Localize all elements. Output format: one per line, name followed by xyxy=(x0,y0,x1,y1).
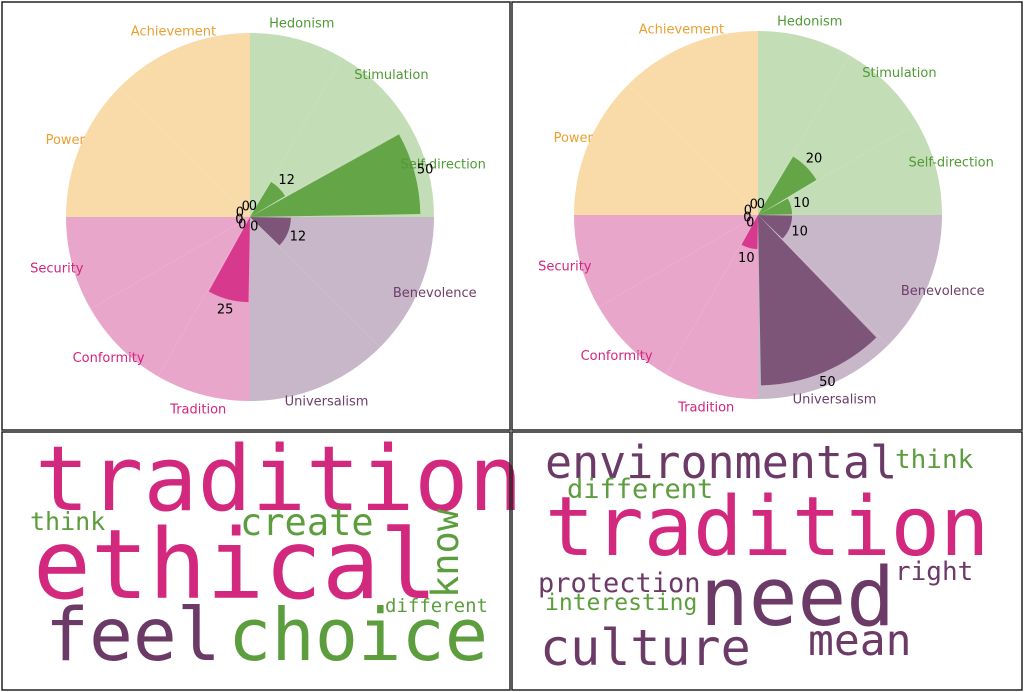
word: mean xyxy=(808,616,912,666)
value-label: 50 xyxy=(819,375,836,390)
category-label: Stimulation xyxy=(354,68,428,83)
category-label: Hedonism xyxy=(777,14,842,29)
sector-background xyxy=(66,217,250,309)
category-label: Self-direction xyxy=(908,156,993,171)
category-label: Universalism xyxy=(793,392,877,407)
word: know xyxy=(424,508,467,598)
sector-background xyxy=(250,217,381,401)
sector-background xyxy=(250,33,342,217)
category-label: Tradition xyxy=(169,403,226,418)
rose-chart: Hedonism 0 Stimulation 20 Self-direction 10 Be… xyxy=(538,14,994,415)
sector-background xyxy=(758,215,942,346)
category-label: Benevolence xyxy=(901,284,985,299)
word: ethical xyxy=(33,509,438,621)
category-label: Universalism xyxy=(285,394,369,409)
value-label: 0 xyxy=(249,199,257,214)
sector-background xyxy=(666,215,758,399)
category-label: Tradition xyxy=(677,401,734,416)
word: environmental xyxy=(545,436,897,489)
word: interesting xyxy=(545,590,697,616)
word: different xyxy=(385,595,488,617)
bar xyxy=(758,215,877,386)
category-label: Achievement xyxy=(639,23,724,38)
category-label: Security xyxy=(30,261,84,276)
word: feel xyxy=(45,593,221,678)
sector-background xyxy=(598,215,758,375)
panel-border xyxy=(1,431,511,691)
sector-background xyxy=(90,217,250,377)
word: think xyxy=(895,445,974,475)
value-label: 0 xyxy=(743,210,751,225)
word: create xyxy=(240,501,374,544)
value-label: 0 xyxy=(238,217,246,232)
sector-background xyxy=(758,31,850,215)
category-label: Achievement xyxy=(131,25,216,40)
word: culture xyxy=(540,619,751,677)
value-label: 20 xyxy=(806,152,823,167)
value-label: 50 xyxy=(417,163,434,178)
value-label: 10 xyxy=(793,196,810,211)
panel-border xyxy=(511,431,1023,691)
sector-background xyxy=(574,84,758,215)
category-label: Benevolence xyxy=(393,286,477,301)
value-label: 0 xyxy=(242,199,250,214)
value-label: 0 xyxy=(746,215,754,230)
bar xyxy=(250,134,421,217)
word: different xyxy=(567,474,713,505)
bar xyxy=(250,181,286,217)
sector-background xyxy=(66,86,250,217)
bar xyxy=(208,217,250,303)
value-label: 10 xyxy=(791,225,808,240)
value-label: 0 xyxy=(235,212,243,227)
word: tradition xyxy=(35,427,523,532)
value-label: 25 xyxy=(217,302,234,317)
category-label: Conformity xyxy=(581,349,653,364)
value-label: 0 xyxy=(236,205,244,220)
sector-background xyxy=(250,217,434,348)
word: tradition xyxy=(545,480,989,575)
bar xyxy=(758,156,817,215)
value-label: 0 xyxy=(744,203,752,218)
word: right xyxy=(895,557,973,587)
sector-background xyxy=(574,215,758,307)
sector-background xyxy=(758,123,942,215)
category-label: Stimulation xyxy=(862,66,936,81)
bar xyxy=(250,217,291,246)
value-label: 0 xyxy=(750,197,758,212)
category-label: Conformity xyxy=(73,351,145,366)
word: need xyxy=(700,551,895,645)
bar xyxy=(758,215,793,239)
sector-background xyxy=(250,57,410,218)
category-label: Hedonism xyxy=(269,16,334,31)
value-label: 0 xyxy=(757,197,765,212)
value-label: 0 xyxy=(250,220,258,235)
panel-border xyxy=(1,1,511,431)
category-label: Power xyxy=(554,131,594,146)
value-label: 12 xyxy=(290,229,307,244)
category-label: Security xyxy=(538,259,592,274)
sector-background xyxy=(119,33,250,217)
value-label: 10 xyxy=(738,251,755,266)
word: think xyxy=(30,507,105,536)
panel-border xyxy=(511,1,1023,431)
bar xyxy=(741,215,758,250)
category-label: Power xyxy=(46,133,86,148)
word: protection xyxy=(538,568,701,599)
bar xyxy=(758,198,793,215)
sector-background xyxy=(627,31,758,215)
category-label: Self-direction xyxy=(400,158,485,173)
word: choice xyxy=(228,593,488,677)
value-label: 12 xyxy=(278,173,295,188)
